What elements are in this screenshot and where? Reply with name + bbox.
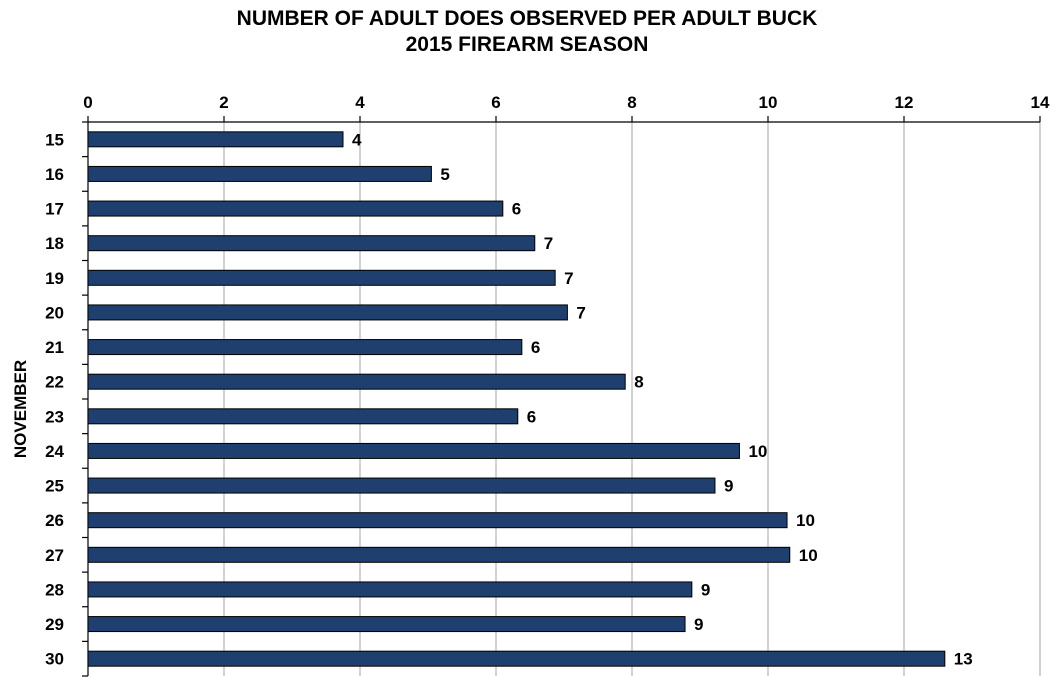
y-tick-label-20: 20: [45, 303, 64, 322]
bar-nov-15: [87, 131, 344, 148]
bar-nov-16: [87, 165, 432, 182]
bar-nov-23: [87, 408, 519, 425]
y-tick-label-25: 25: [45, 477, 64, 496]
data-label-nov-23: 6: [527, 407, 536, 426]
bar-nov-24: [87, 442, 740, 459]
bar-nov-21: [87, 339, 523, 356]
data-label-nov-24: 10: [748, 442, 767, 461]
bar-nov-29: [87, 616, 686, 633]
x-tick-label-4: 4: [355, 93, 365, 112]
data-label-nov-15: 4: [352, 130, 362, 149]
y-tick-label-27: 27: [45, 546, 64, 565]
chart-title: NUMBER OF ADULT DOES OBSERVED PER ADULT …: [0, 6, 1054, 58]
y-tick-label-30: 30: [45, 650, 64, 669]
y-tick-label-23: 23: [45, 407, 64, 426]
bar-nov-26: [87, 512, 788, 529]
y-axis-title: NOVEMBER: [11, 360, 30, 458]
y-tick-label-17: 17: [45, 200, 64, 219]
data-label-nov-25: 9: [724, 477, 733, 496]
bar-nov-19: [87, 269, 556, 286]
bar-nov-25: [87, 477, 716, 494]
bar-nov-17: [87, 200, 504, 217]
y-tick-label-15: 15: [45, 130, 64, 149]
data-label-nov-28: 9: [701, 580, 710, 599]
x-tick-label-12: 12: [895, 93, 914, 112]
y-tick-label-24: 24: [45, 442, 64, 461]
chart-title-line-1: NUMBER OF ADULT DOES OBSERVED PER ADULT …: [236, 7, 818, 30]
y-tick-label-26: 26: [45, 511, 64, 530]
x-tick-label-8: 8: [627, 93, 636, 112]
bar-nov-22: [87, 373, 626, 390]
y-tick-label-18: 18: [45, 234, 64, 253]
y-tick-label-16: 16: [45, 165, 64, 184]
bar-nov-18: [87, 235, 536, 252]
x-tick-label-0: 0: [83, 93, 92, 112]
x-tick-label-6: 6: [491, 93, 500, 112]
bar-nov-20: [87, 304, 568, 321]
data-label-nov-22: 8: [634, 373, 643, 392]
data-label-nov-30: 13: [954, 650, 973, 669]
y-tick-label-28: 28: [45, 580, 64, 599]
tick-labels: 0 2 4 6 8 10 12 1415161718192021222324252627282…: [45, 93, 1050, 669]
data-label-nov-16: 5: [440, 165, 449, 184]
data-label-nov-27: 10: [799, 546, 818, 565]
y-tick-label-22: 22: [45, 373, 64, 392]
x-tick-label-10: 10: [759, 93, 778, 112]
chart-title-line-2: 2015 FIREARM SEASON: [405, 33, 649, 56]
y-tick-label-19: 19: [45, 269, 64, 288]
bar-nov-28: [87, 581, 693, 598]
data-label-nov-18: 7: [544, 234, 553, 253]
data-label-nov-20: 7: [576, 303, 585, 322]
y-tick-label-21: 21: [45, 338, 64, 357]
data-label-nov-19: 7: [564, 269, 573, 288]
data-label-nov-21: 6: [531, 338, 540, 357]
y-tick-label-29: 29: [45, 615, 64, 634]
data-label-nov-29: 9: [694, 615, 703, 634]
x-tick-label-2: 2: [219, 93, 228, 112]
data-label-nov-26: 10: [796, 511, 815, 530]
data-label-nov-17: 6: [512, 200, 521, 219]
bars: [87, 131, 946, 667]
x-tick-label-14: 14: [1031, 93, 1050, 112]
bar-nov-30: [87, 650, 946, 667]
bar-nov-27: [87, 546, 791, 563]
